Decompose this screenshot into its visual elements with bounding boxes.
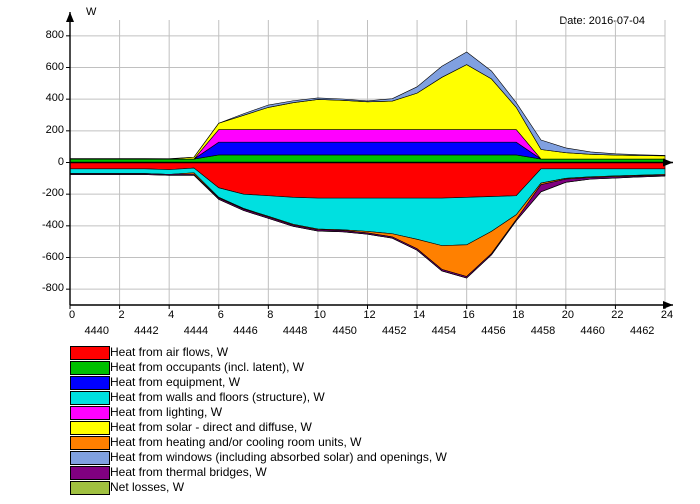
x-tick: 18 [508, 309, 528, 321]
legend-label: Heat from thermal bridges, W [110, 465, 267, 480]
legend-item-windows: Heat from windows (including absorbed so… [70, 450, 447, 465]
x2-tick: 4462 [624, 325, 660, 337]
x2-tick: 4454 [426, 325, 462, 337]
y-tick: 600 [46, 61, 64, 73]
legend-swatch [70, 376, 110, 390]
legend-swatch [70, 451, 110, 465]
chart-plot [0, 0, 700, 335]
y-tick: 0 [58, 156, 64, 168]
legend-item-equipment: Heat from equipment, W [70, 375, 447, 390]
legend-label: Heat from occupants (incl. latent), W [110, 360, 304, 375]
y-tick: -800 [42, 282, 64, 294]
x2-tick: 4442 [128, 325, 164, 337]
x-tick: 6 [211, 309, 231, 321]
x-tick: 12 [360, 309, 380, 321]
x-tick: 14 [409, 309, 429, 321]
x2-tick: 4448 [277, 325, 313, 337]
legend-item-hvac: Heat from heating and/or cooling room un… [70, 435, 447, 450]
x-tick: 10 [310, 309, 330, 321]
legend-label: Heat from windows (including absorbed so… [110, 450, 447, 465]
x2-tick: 4450 [327, 325, 363, 337]
legend-swatch [70, 466, 110, 480]
legend-swatch [70, 406, 110, 420]
x2-tick: 4460 [575, 325, 611, 337]
chart-container: W Date: 2016-07-04 -800-600-400-20002004… [0, 0, 700, 504]
y-tick: -600 [42, 251, 64, 263]
x-tick: 4 [161, 309, 181, 321]
x2-tick: 4444 [178, 325, 214, 337]
legend-swatch [70, 346, 110, 360]
x-tick: 16 [459, 309, 479, 321]
legend-item-air_flows: Heat from air flows, W [70, 345, 447, 360]
x2-tick: 4458 [525, 325, 561, 337]
y-tick: 400 [46, 92, 64, 104]
legend-label: Net losses, W [110, 480, 184, 495]
legend-item-occupants: Heat from occupants (incl. latent), W [70, 360, 447, 375]
x2-tick: 4452 [376, 325, 412, 337]
legend-label: Heat from solar - direct and diffuse, W [110, 420, 312, 435]
y-tick: 200 [46, 124, 64, 136]
legend: Heat from air flows, WHeat from occupant… [70, 345, 447, 495]
legend-label: Heat from lighting, W [110, 405, 222, 420]
y-tick: 800 [46, 29, 64, 41]
y-tick: -400 [42, 219, 64, 231]
legend-swatch [70, 361, 110, 375]
x2-tick: 4440 [79, 325, 115, 337]
legend-swatch [70, 436, 110, 450]
legend-label: Heat from walls and floors (structure), … [110, 390, 325, 405]
legend-item-thermal_bridges: Heat from thermal bridges, W [70, 465, 447, 480]
x-tick: 2 [112, 309, 132, 321]
legend-swatch [70, 421, 110, 435]
legend-label: Heat from heating and/or cooling room un… [110, 435, 361, 450]
x-tick: 24 [657, 309, 677, 321]
x-tick: 22 [607, 309, 627, 321]
x2-tick: 4446 [228, 325, 264, 337]
legend-swatch [70, 481, 110, 495]
x-tick: 0 [62, 309, 82, 321]
x-tick: 8 [260, 309, 280, 321]
legend-item-net_losses: Net losses, W [70, 480, 447, 495]
legend-item-walls_floors: Heat from walls and floors (structure), … [70, 390, 447, 405]
legend-label: Heat from equipment, W [110, 375, 240, 390]
y-tick: -200 [42, 187, 64, 199]
x2-tick: 4456 [475, 325, 511, 337]
legend-item-lighting: Heat from lighting, W [70, 405, 447, 420]
legend-item-solar: Heat from solar - direct and diffuse, W [70, 420, 447, 435]
x-tick: 20 [558, 309, 578, 321]
legend-swatch [70, 391, 110, 405]
legend-label: Heat from air flows, W [110, 345, 228, 360]
